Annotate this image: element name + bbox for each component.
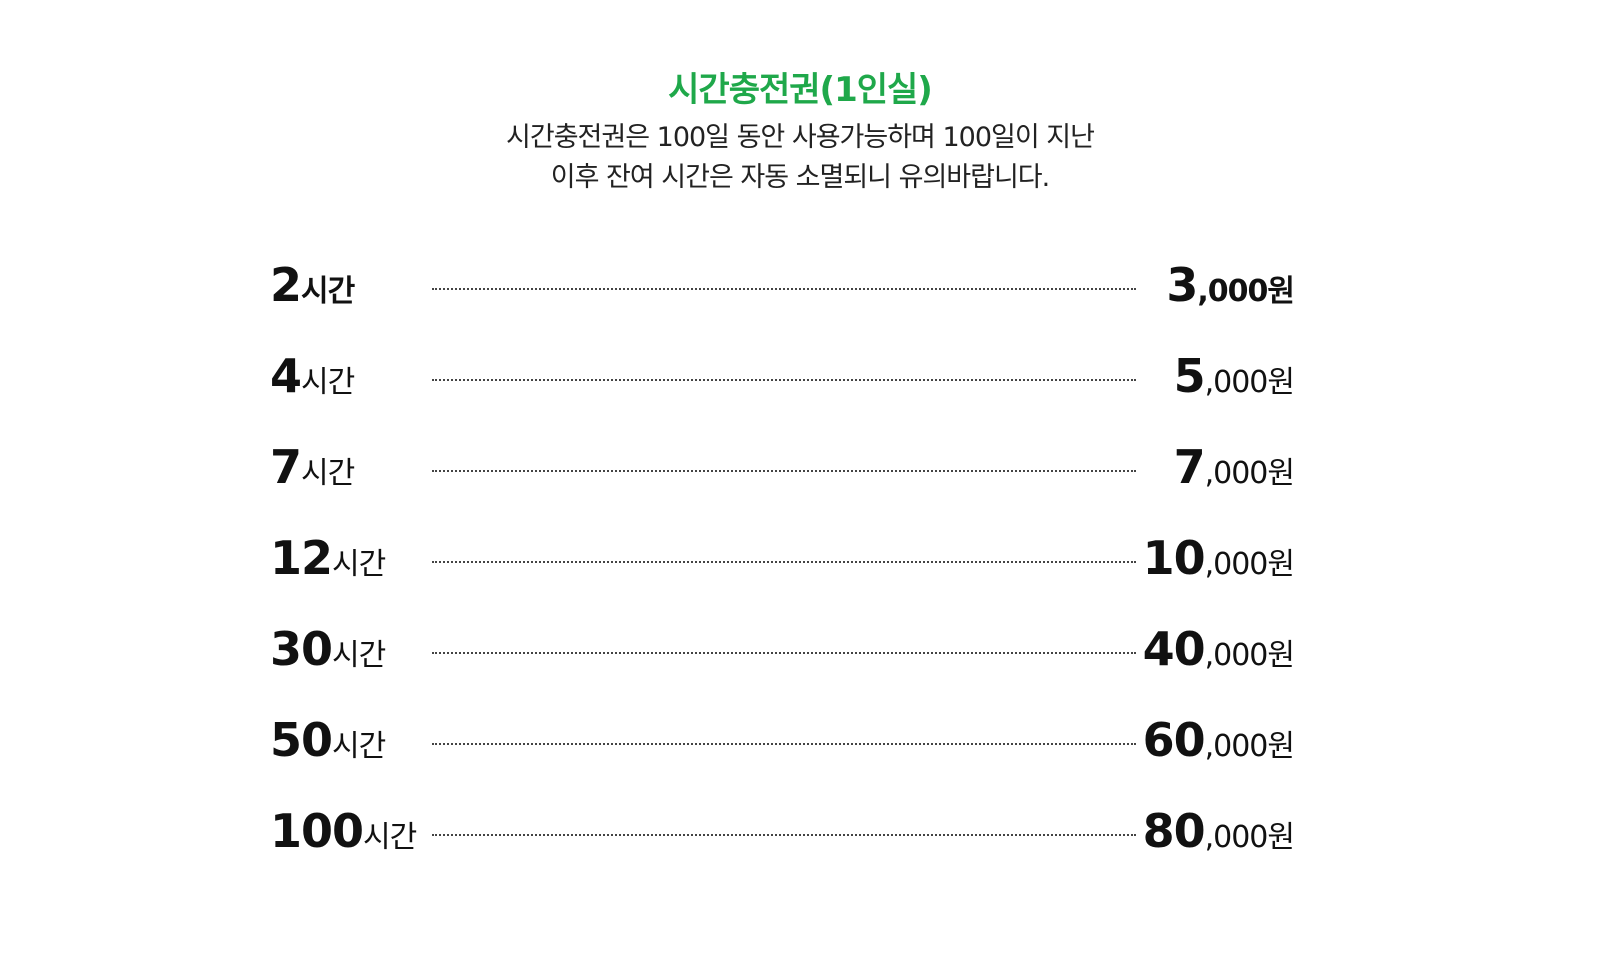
dotted-leader bbox=[432, 288, 1136, 290]
hours-value: 7 bbox=[270, 440, 302, 494]
price-label: 10,000원 bbox=[1143, 535, 1295, 582]
price-rest: ,000원 bbox=[1204, 729, 1295, 764]
hours-unit: 시간 bbox=[332, 547, 386, 582]
hours-unit: 시간 bbox=[332, 638, 386, 673]
dotted-leader bbox=[432, 834, 1136, 836]
hours-value: 12 bbox=[270, 531, 333, 585]
price-major: 80 bbox=[1142, 804, 1206, 858]
hours-label: 7시간 bbox=[270, 444, 355, 491]
price-rest: ,000원 bbox=[1204, 456, 1295, 491]
price-major: 3 bbox=[1166, 258, 1198, 312]
dotted-leader bbox=[432, 561, 1136, 563]
usage-notice: 시간충전권은 100일 동안 사용가능하며 100일이 지난 이후 잔여 시간은… bbox=[0, 118, 1600, 198]
price-row: 100시간 80,000원 bbox=[0, 802, 1600, 862]
price-row: 30시간 40,000원 bbox=[0, 620, 1600, 680]
hours-label: 50시간 bbox=[270, 717, 386, 764]
price-rest: ,000원 bbox=[1204, 820, 1295, 855]
price-row: 50시간 60,000원 bbox=[0, 711, 1600, 771]
price-label: 60,000원 bbox=[1143, 717, 1295, 764]
hours-unit: 시간 bbox=[301, 456, 355, 491]
price-rest: ,000원 bbox=[1197, 274, 1295, 309]
hours-value: 4 bbox=[270, 349, 302, 403]
price-rest: ,000원 bbox=[1204, 365, 1295, 400]
hours-label: 2시간 bbox=[270, 262, 355, 309]
hours-value: 30 bbox=[270, 622, 333, 676]
hours-unit: 시간 bbox=[332, 729, 386, 764]
hours-unit: 시간 bbox=[363, 820, 417, 855]
price-major: 10 bbox=[1142, 531, 1206, 585]
hours-label: 30시간 bbox=[270, 626, 386, 673]
hours-value: 2 bbox=[270, 258, 302, 312]
dotted-leader bbox=[432, 743, 1136, 745]
price-row: 4시간 5,000원 bbox=[0, 347, 1600, 407]
price-label: 7,000원 bbox=[1174, 444, 1295, 491]
dotted-leader bbox=[432, 379, 1136, 381]
price-label: 80,000원 bbox=[1143, 808, 1295, 855]
price-major: 5 bbox=[1173, 349, 1206, 403]
price-row: 12시간 10,000원 bbox=[0, 529, 1600, 589]
price-row: 2시간 3,000원 bbox=[0, 256, 1600, 316]
price-major: 40 bbox=[1142, 622, 1206, 676]
hours-label: 4시간 bbox=[270, 353, 355, 400]
price-label: 3,000원 bbox=[1166, 262, 1295, 309]
notice-line-1: 시간충전권은 100일 동안 사용가능하며 100일이 지난 bbox=[506, 122, 1095, 153]
hours-unit: 시간 bbox=[301, 274, 355, 309]
hours-label: 12시간 bbox=[270, 535, 386, 582]
dotted-leader bbox=[432, 470, 1136, 472]
price-label: 5,000원 bbox=[1174, 353, 1295, 400]
price-rest: ,000원 bbox=[1204, 547, 1295, 582]
price-major: 7 bbox=[1173, 440, 1206, 494]
price-major: 60 bbox=[1142, 713, 1206, 767]
price-label: 40,000원 bbox=[1143, 626, 1295, 673]
price-row: 7시간 7,000원 bbox=[0, 438, 1600, 498]
hours-unit: 시간 bbox=[301, 365, 355, 400]
hours-label: 100시간 bbox=[270, 808, 417, 855]
hours-value: 100 bbox=[270, 804, 364, 858]
price-rest: ,000원 bbox=[1204, 638, 1295, 673]
page-title: 시간충전권(1인실) bbox=[668, 70, 933, 110]
dotted-leader bbox=[432, 652, 1136, 654]
notice-line-2: 이후 잔여 시간은 자동 소멸되니 유의바랍니다. bbox=[550, 162, 1050, 193]
hours-value: 50 bbox=[270, 713, 333, 767]
